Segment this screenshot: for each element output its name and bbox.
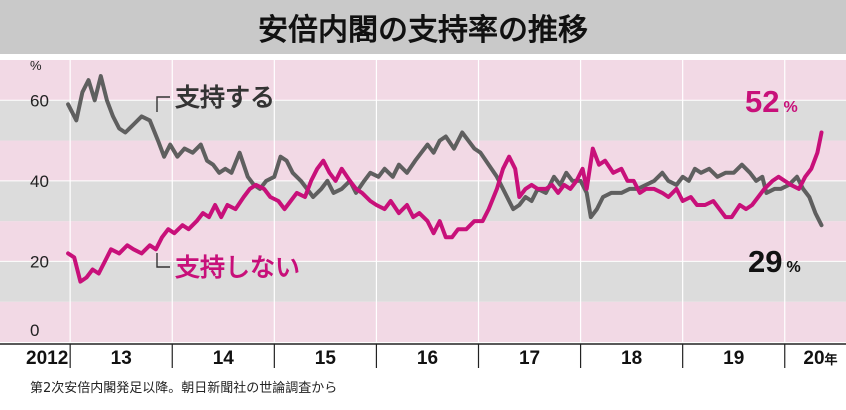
support-series-label: 支持する bbox=[175, 83, 275, 112]
year-label: 2012 bbox=[26, 348, 68, 369]
plot-band bbox=[0, 60, 846, 101]
year-label: 13 bbox=[111, 348, 132, 369]
year-label: 18 bbox=[621, 348, 642, 369]
oppose-series-line bbox=[66, 130, 824, 284]
y-tick-label: 40 bbox=[30, 172, 49, 191]
oppose-end-unit: % bbox=[783, 99, 797, 116]
support-end-value: 29% bbox=[748, 244, 801, 279]
y-tick-label: 20 bbox=[30, 252, 49, 271]
oppose-end-value: 52% bbox=[745, 84, 798, 119]
oppose-series-annotation: 支持しない bbox=[156, 253, 300, 282]
plot-background-bands bbox=[0, 60, 846, 342]
year-label: 19 bbox=[723, 348, 744, 369]
year-suffix: 年 bbox=[825, 352, 838, 368]
support-series-line bbox=[66, 74, 824, 228]
y-axis-unit: % bbox=[30, 58, 42, 73]
year-label: 20年 bbox=[803, 348, 837, 369]
support-end-number: 29 bbox=[748, 244, 782, 279]
chart-title: 安倍内閣の支持率の推移 bbox=[258, 13, 588, 48]
y-axis-ticks: 0 20 40 60 bbox=[30, 91, 49, 340]
oppose-label-leader bbox=[156, 253, 170, 268]
oppose-end-number: 52 bbox=[745, 84, 779, 119]
plot-band bbox=[0, 261, 846, 302]
series-lines bbox=[66, 74, 824, 284]
plot-band bbox=[0, 221, 846, 262]
year-label: 17 bbox=[519, 348, 540, 369]
title-background bbox=[0, 0, 846, 54]
oppose-series-label: 支持しない bbox=[175, 253, 300, 282]
plot-band bbox=[0, 301, 846, 342]
year-label: 14 bbox=[213, 348, 235, 369]
source-note: 第2次安倍内閣発足以降。朝日新聞社の世論調査から bbox=[30, 380, 337, 396]
plot-band bbox=[0, 100, 846, 141]
y-gridlines bbox=[0, 99, 846, 262]
y-tick-label: 60 bbox=[30, 91, 49, 110]
support-series-annotation: 支持する bbox=[156, 83, 275, 112]
support-end-unit: % bbox=[786, 259, 800, 276]
support-label-leader bbox=[156, 96, 170, 112]
year-label: 15 bbox=[315, 348, 337, 369]
year-label: 16 bbox=[417, 348, 438, 369]
y-tick-label: 0 bbox=[30, 321, 39, 340]
x-axis-year-labels: 2012 13 14 15 16 17 18 19 20年 bbox=[26, 348, 838, 369]
